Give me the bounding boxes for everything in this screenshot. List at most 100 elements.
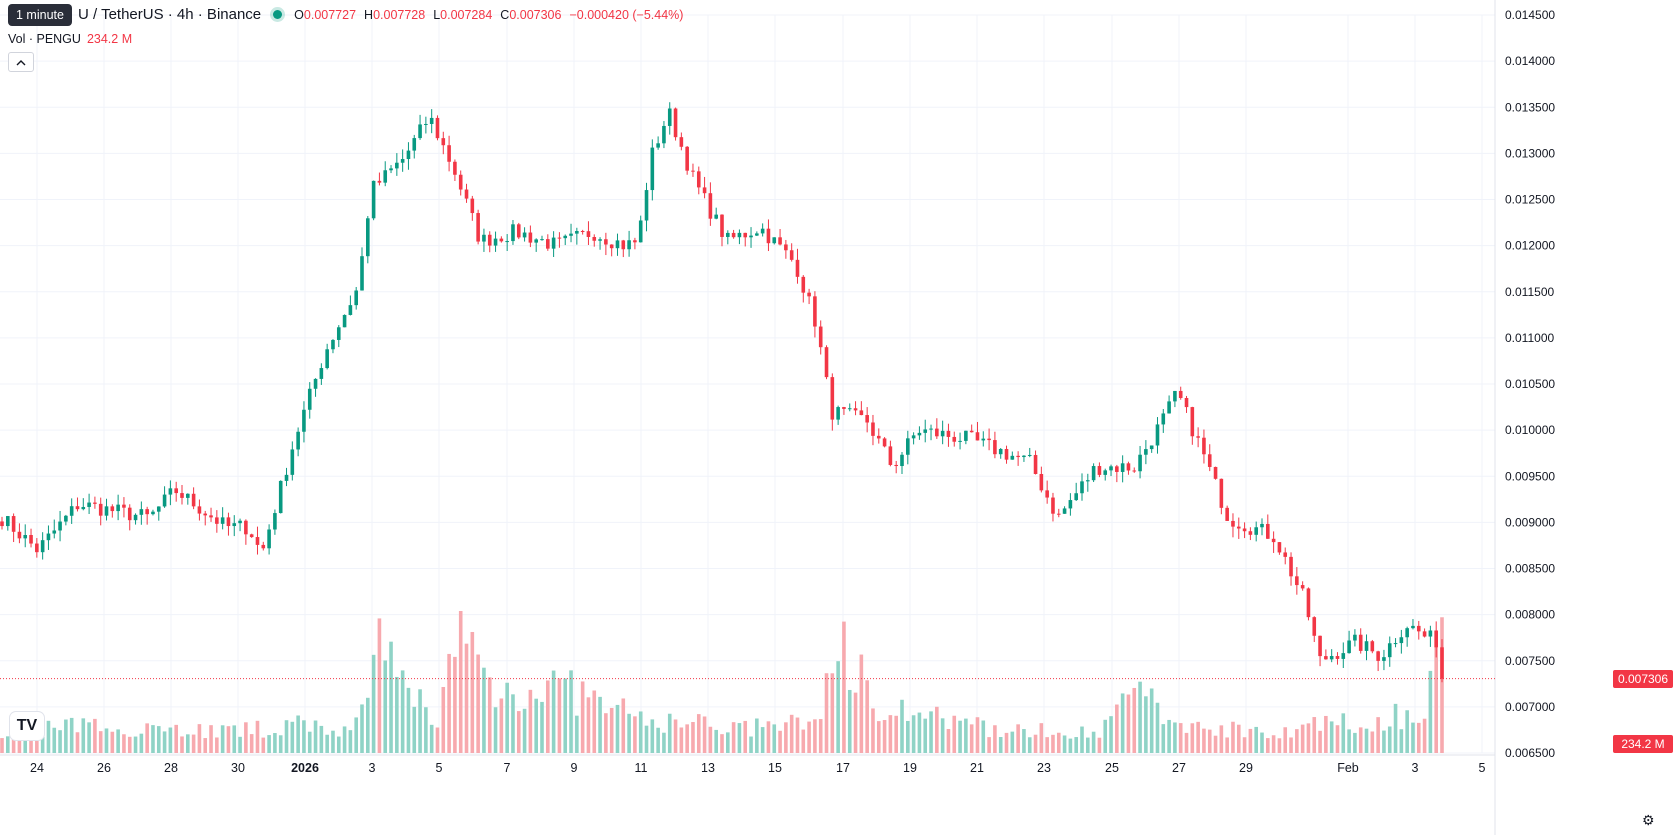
y-tick-label: 0.008000 [1505, 608, 1555, 622]
candle-body [1219, 478, 1224, 508]
candle-body [377, 180, 382, 183]
candle-body [1370, 641, 1375, 652]
candle-body [969, 430, 974, 433]
candle-body [627, 240, 631, 250]
tradingview-logo[interactable]: TV [10, 712, 44, 740]
volume-bar [348, 730, 353, 753]
volume-bar [580, 681, 585, 753]
volume-bar [1376, 717, 1380, 753]
volume-bar [1364, 728, 1369, 753]
symbol-title[interactable]: U / TetherUS · 4h · Binance [78, 6, 262, 23]
volume-bar [1144, 696, 1148, 753]
volume-bar [516, 711, 521, 753]
volume-bar [644, 725, 649, 753]
candle-body [505, 241, 509, 243]
candle-body [1115, 466, 1119, 472]
candle-body [406, 150, 411, 160]
volume-bar [1260, 732, 1264, 753]
volume-bar [406, 687, 411, 753]
x-tick-label: 15 [768, 761, 782, 775]
candle-body [952, 436, 957, 442]
volume-bar [1173, 722, 1177, 753]
volume-bar [232, 725, 237, 753]
candle-body [162, 494, 167, 507]
volume-legend: Vol · PENGU 234.2 M [8, 32, 132, 46]
candle-body [1376, 651, 1380, 661]
candle-body [400, 159, 405, 163]
candle-body [296, 431, 300, 450]
volume-bar [673, 719, 678, 753]
candle-body [1086, 480, 1090, 482]
volume-bar [418, 689, 422, 753]
candle-body [789, 250, 794, 260]
candle-body [830, 377, 835, 420]
candle-body [1411, 625, 1415, 629]
volume-bar [1405, 710, 1409, 753]
volume-bar [122, 734, 126, 753]
volume-bar [935, 706, 939, 753]
candle-body [482, 234, 486, 242]
candle-body [476, 213, 480, 242]
candle-body [464, 189, 469, 199]
volume-bar [691, 722, 695, 753]
volume-bar [429, 724, 434, 753]
candle-body [691, 170, 695, 172]
candle-body [493, 238, 498, 246]
candle-body [29, 535, 33, 544]
candle-body [1010, 455, 1015, 460]
volume-bar [1289, 737, 1293, 753]
candle-body [17, 531, 22, 539]
candle-body [1091, 466, 1096, 481]
candle-body [1039, 473, 1044, 491]
candle-body [1202, 437, 1206, 455]
candle-body [702, 187, 707, 194]
candle-body [546, 239, 550, 249]
candle-body [499, 238, 504, 242]
volume-bar [1277, 738, 1282, 753]
volume-bar [325, 734, 329, 753]
candle-body [1393, 643, 1398, 645]
volume-bar [807, 721, 811, 753]
volume-bar [1225, 737, 1229, 753]
candle-body [882, 438, 887, 447]
candle-body [238, 520, 242, 524]
volume-bar [778, 730, 782, 753]
x-tick-label: 23 [1037, 761, 1051, 775]
candle-body [975, 432, 980, 441]
candle-body [743, 232, 748, 238]
candlesticks [0, 102, 1444, 683]
candle-body [621, 240, 626, 250]
volume-bar [197, 724, 202, 753]
candle-body [900, 454, 904, 467]
candle-body [929, 428, 933, 430]
candle-body [186, 493, 190, 498]
candle-body [46, 533, 51, 541]
volume-bar [464, 643, 469, 753]
candle-body [940, 430, 945, 437]
candle-body [935, 428, 939, 437]
volume-bar [876, 721, 881, 753]
candle-body [749, 235, 753, 238]
candle-body [842, 407, 846, 409]
gear-icon[interactable]: ⚙ [1642, 812, 1655, 828]
volume-label[interactable]: Vol · PENGU [8, 32, 81, 46]
interval-tooltip: 1 minute [8, 4, 72, 26]
volume-bar [453, 656, 457, 753]
volume-bar [104, 728, 109, 753]
market-status-icon[interactable] [273, 10, 283, 19]
candle-body [1155, 424, 1160, 446]
volume-bar [609, 707, 614, 753]
volume-bar [1428, 670, 1433, 753]
collapse-legend-button[interactable] [8, 52, 34, 72]
candle-body [191, 493, 196, 507]
volume-bar [575, 715, 579, 753]
volume-bar [621, 698, 626, 753]
volume-bar [1213, 735, 1218, 753]
volume-bar [766, 721, 771, 753]
candle-body [673, 108, 678, 138]
candle-body [23, 535, 28, 539]
y-tick-label: 0.008500 [1505, 562, 1555, 576]
candle-body [766, 228, 771, 244]
volume-bar [64, 719, 68, 753]
